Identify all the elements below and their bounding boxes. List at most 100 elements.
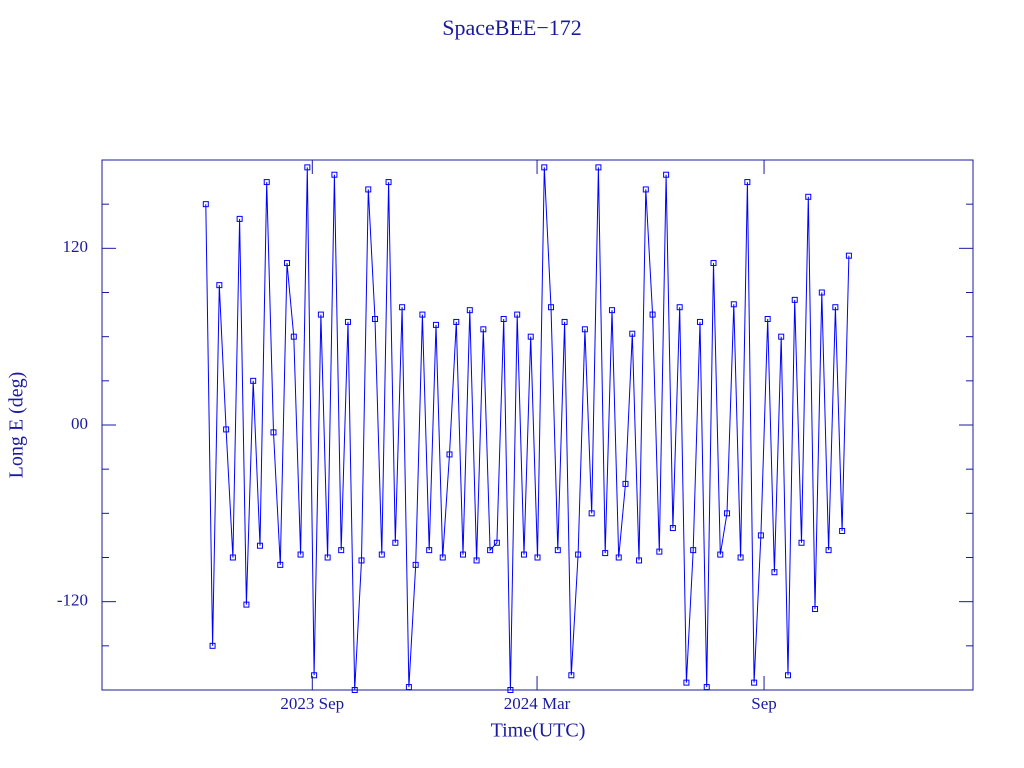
y-tick-label: -120 bbox=[57, 591, 88, 610]
data-point bbox=[344, 318, 351, 325]
data-point bbox=[493, 539, 500, 546]
data-point bbox=[784, 672, 791, 679]
data-point bbox=[615, 554, 622, 561]
data-point bbox=[378, 551, 385, 558]
data-point bbox=[683, 679, 690, 686]
data-point bbox=[642, 186, 649, 193]
data-point bbox=[399, 304, 406, 311]
data-point bbox=[500, 316, 507, 322]
data-point bbox=[730, 301, 737, 308]
data-point bbox=[791, 296, 798, 303]
data-point bbox=[825, 547, 832, 554]
data-point bbox=[778, 333, 785, 340]
data-point bbox=[324, 554, 331, 561]
data-point bbox=[595, 164, 602, 171]
data-point bbox=[548, 304, 555, 311]
data-point bbox=[737, 554, 744, 561]
data-point bbox=[724, 510, 731, 517]
data-point bbox=[676, 304, 683, 311]
data-point bbox=[757, 532, 764, 539]
data-point bbox=[636, 557, 643, 564]
data-point bbox=[703, 684, 710, 691]
data-point bbox=[690, 547, 697, 554]
data-point bbox=[466, 307, 473, 314]
y-tick-label: 00 bbox=[71, 414, 88, 433]
data-point bbox=[297, 551, 304, 558]
data-point bbox=[588, 510, 595, 517]
x-axis-label: Time(UTC) bbox=[491, 720, 586, 742]
x-tick-label: 2023 Sep bbox=[280, 694, 344, 713]
data-point bbox=[507, 687, 514, 693]
data-point bbox=[568, 672, 575, 679]
data-point bbox=[771, 569, 778, 576]
data-point bbox=[520, 551, 527, 558]
data-point bbox=[696, 318, 703, 325]
data-point bbox=[663, 171, 670, 178]
data-point bbox=[561, 318, 568, 325]
data-point bbox=[223, 426, 230, 433]
data-point bbox=[656, 548, 663, 555]
data-point bbox=[581, 326, 588, 333]
data-point bbox=[839, 528, 846, 534]
x-tick-label: 2024 Mar bbox=[504, 694, 571, 713]
data-point bbox=[473, 557, 480, 564]
chart-title: SpaceBEE−172 bbox=[442, 15, 582, 40]
data-point bbox=[554, 547, 561, 554]
data-point bbox=[602, 550, 609, 557]
data-point bbox=[270, 429, 277, 436]
data-point bbox=[256, 542, 263, 549]
data-point bbox=[338, 547, 345, 554]
data-point bbox=[649, 311, 656, 318]
data-point bbox=[426, 547, 433, 554]
data-point bbox=[453, 318, 460, 325]
data-point bbox=[487, 547, 494, 554]
data-point bbox=[372, 316, 379, 322]
data-point bbox=[629, 330, 636, 337]
data-point bbox=[575, 551, 582, 558]
data-point bbox=[514, 311, 521, 318]
data-point bbox=[439, 554, 446, 561]
data-point bbox=[460, 551, 467, 558]
data-point bbox=[744, 179, 751, 186]
data-point bbox=[812, 606, 819, 613]
data-point bbox=[250, 377, 257, 384]
data-point bbox=[541, 164, 548, 171]
data-point bbox=[317, 311, 324, 318]
x-tick-label: Sep bbox=[751, 694, 777, 713]
data-point bbox=[385, 179, 392, 186]
data-point bbox=[229, 554, 236, 561]
data-point bbox=[304, 164, 311, 171]
data-point bbox=[622, 480, 629, 487]
data-point bbox=[527, 333, 534, 340]
data-point bbox=[358, 557, 365, 564]
data-point bbox=[277, 561, 284, 568]
data-point bbox=[311, 672, 318, 679]
data-point bbox=[405, 684, 412, 691]
data-point bbox=[351, 687, 358, 693]
y-tick-label: 120 bbox=[63, 237, 89, 256]
data-point bbox=[832, 304, 839, 311]
data-point bbox=[432, 321, 439, 328]
data-point bbox=[480, 326, 487, 333]
data-point bbox=[818, 289, 825, 296]
data-point bbox=[805, 193, 812, 200]
data-point bbox=[209, 642, 216, 649]
data-point bbox=[751, 679, 758, 686]
data-point bbox=[365, 186, 372, 193]
plot-frame bbox=[101, 159, 974, 691]
data-point bbox=[243, 601, 250, 608]
data-point bbox=[608, 307, 615, 314]
data-point bbox=[412, 561, 419, 568]
data-point bbox=[263, 179, 270, 186]
data-point bbox=[717, 551, 724, 558]
data-point bbox=[845, 252, 852, 259]
data-point bbox=[236, 215, 243, 222]
data-point bbox=[764, 316, 771, 322]
data-point bbox=[534, 554, 541, 561]
y-axis-label: Long E (deg) bbox=[6, 372, 28, 479]
data-point bbox=[446, 451, 453, 458]
series-line bbox=[205, 167, 850, 691]
data-point bbox=[290, 333, 297, 340]
